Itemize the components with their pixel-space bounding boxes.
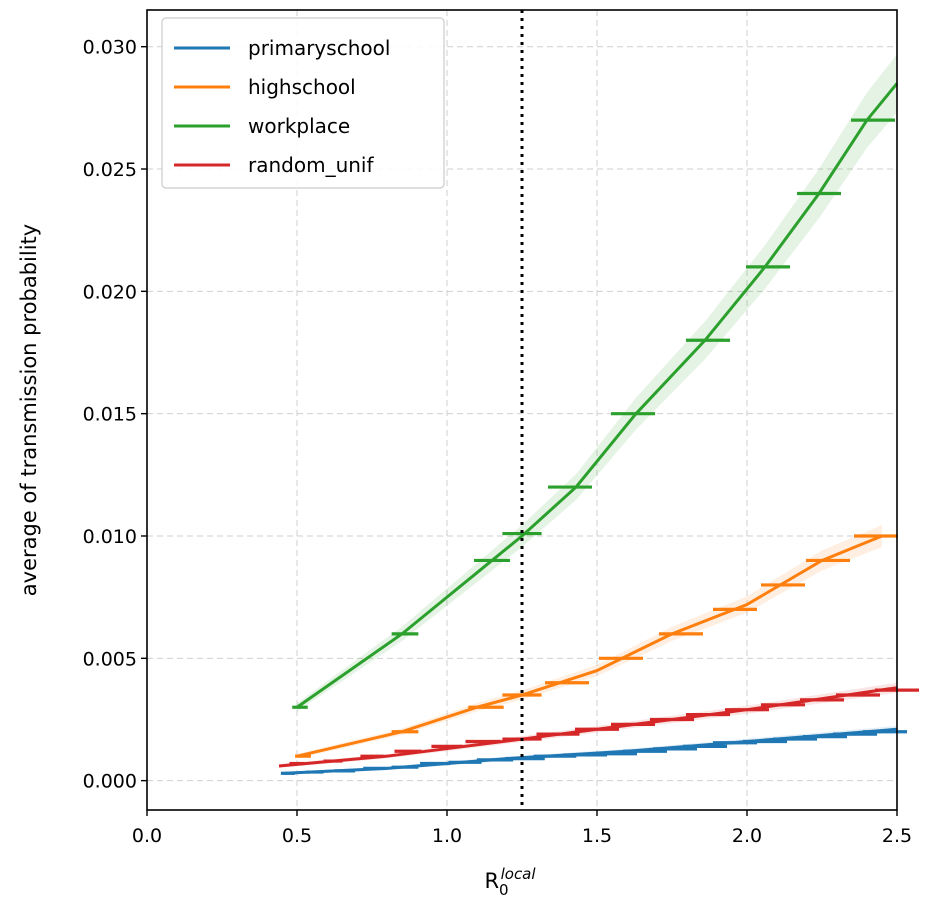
x-axis-label-main: R (484, 869, 499, 893)
series-lines (278, 82, 919, 775)
legend-label-primaryschool: primaryschool (248, 36, 390, 60)
x-axis-label-sub: 0 (499, 881, 509, 898)
y-tick-label: 0.015 (83, 404, 137, 426)
legend-label-workplace: workplace (248, 114, 350, 138)
x-tick-label: 0.5 (282, 825, 312, 847)
x-tick-label: 2.0 (732, 825, 762, 847)
x-axis-label: R0local (484, 865, 536, 898)
y-axis-label: average of transmission probability (17, 224, 41, 596)
legend-box (161, 17, 445, 189)
highschool-line (296, 534, 883, 758)
x-tick-label: 0.0 (132, 825, 162, 847)
y-tick-label: 0.000 (83, 771, 137, 793)
plot-frame (146, 9, 898, 811)
x-tick-label: 1.0 (432, 825, 462, 847)
legend: primaryschool highschool workplace random_u… (161, 17, 445, 189)
y-tick-label: 0.025 (83, 159, 137, 181)
x-tick-label: 2.5 (882, 825, 912, 847)
axis-ticks: 0.0 0.5 1.0 1.5 2.0 2.5 0.000 0.005 0.010 0.015 0.… (83, 37, 913, 847)
y-tick-label: 0.010 (83, 526, 137, 548)
x-tick-label: 1.5 (582, 825, 612, 847)
legend-label-random_unif: random_unif (248, 153, 374, 177)
y-tick-label: 0.030 (83, 37, 137, 59)
x-axis-label-sup: local (501, 865, 537, 883)
y-tick-label: 0.020 (83, 281, 137, 303)
y-tick-label: 0.005 (83, 648, 137, 670)
legend-label-highschool: highschool (248, 75, 356, 99)
